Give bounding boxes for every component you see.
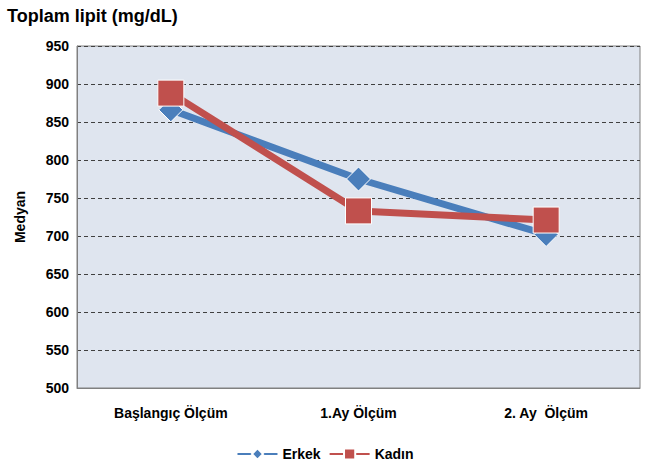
svg-text:800: 800	[46, 152, 70, 168]
svg-text:650: 650	[46, 266, 70, 282]
svg-text:550: 550	[46, 342, 70, 358]
svg-text:1.Ay Ölçüm: 1.Ay Ölçüm	[320, 405, 397, 421]
svg-text:Erkek: Erkek	[282, 446, 320, 462]
svg-text:Kadın: Kadın	[375, 446, 414, 462]
svg-text:Başlangıç Ölçüm: Başlangıç Ölçüm	[114, 405, 228, 421]
svg-text:850: 850	[46, 114, 70, 130]
svg-text:750: 750	[46, 190, 70, 206]
svg-text:700: 700	[46, 228, 70, 244]
svg-text:950: 950	[46, 38, 70, 54]
svg-text:500: 500	[46, 380, 70, 396]
svg-text:900: 900	[46, 76, 70, 92]
svg-text:2. Ay Ölçüm: 2. Ay Ölçüm	[504, 405, 588, 421]
svg-text:Toplam lipit (mg/dL): Toplam lipit (mg/dL)	[7, 6, 178, 26]
svg-text:Medyan: Medyan	[12, 191, 28, 243]
svg-text:600: 600	[46, 304, 70, 320]
